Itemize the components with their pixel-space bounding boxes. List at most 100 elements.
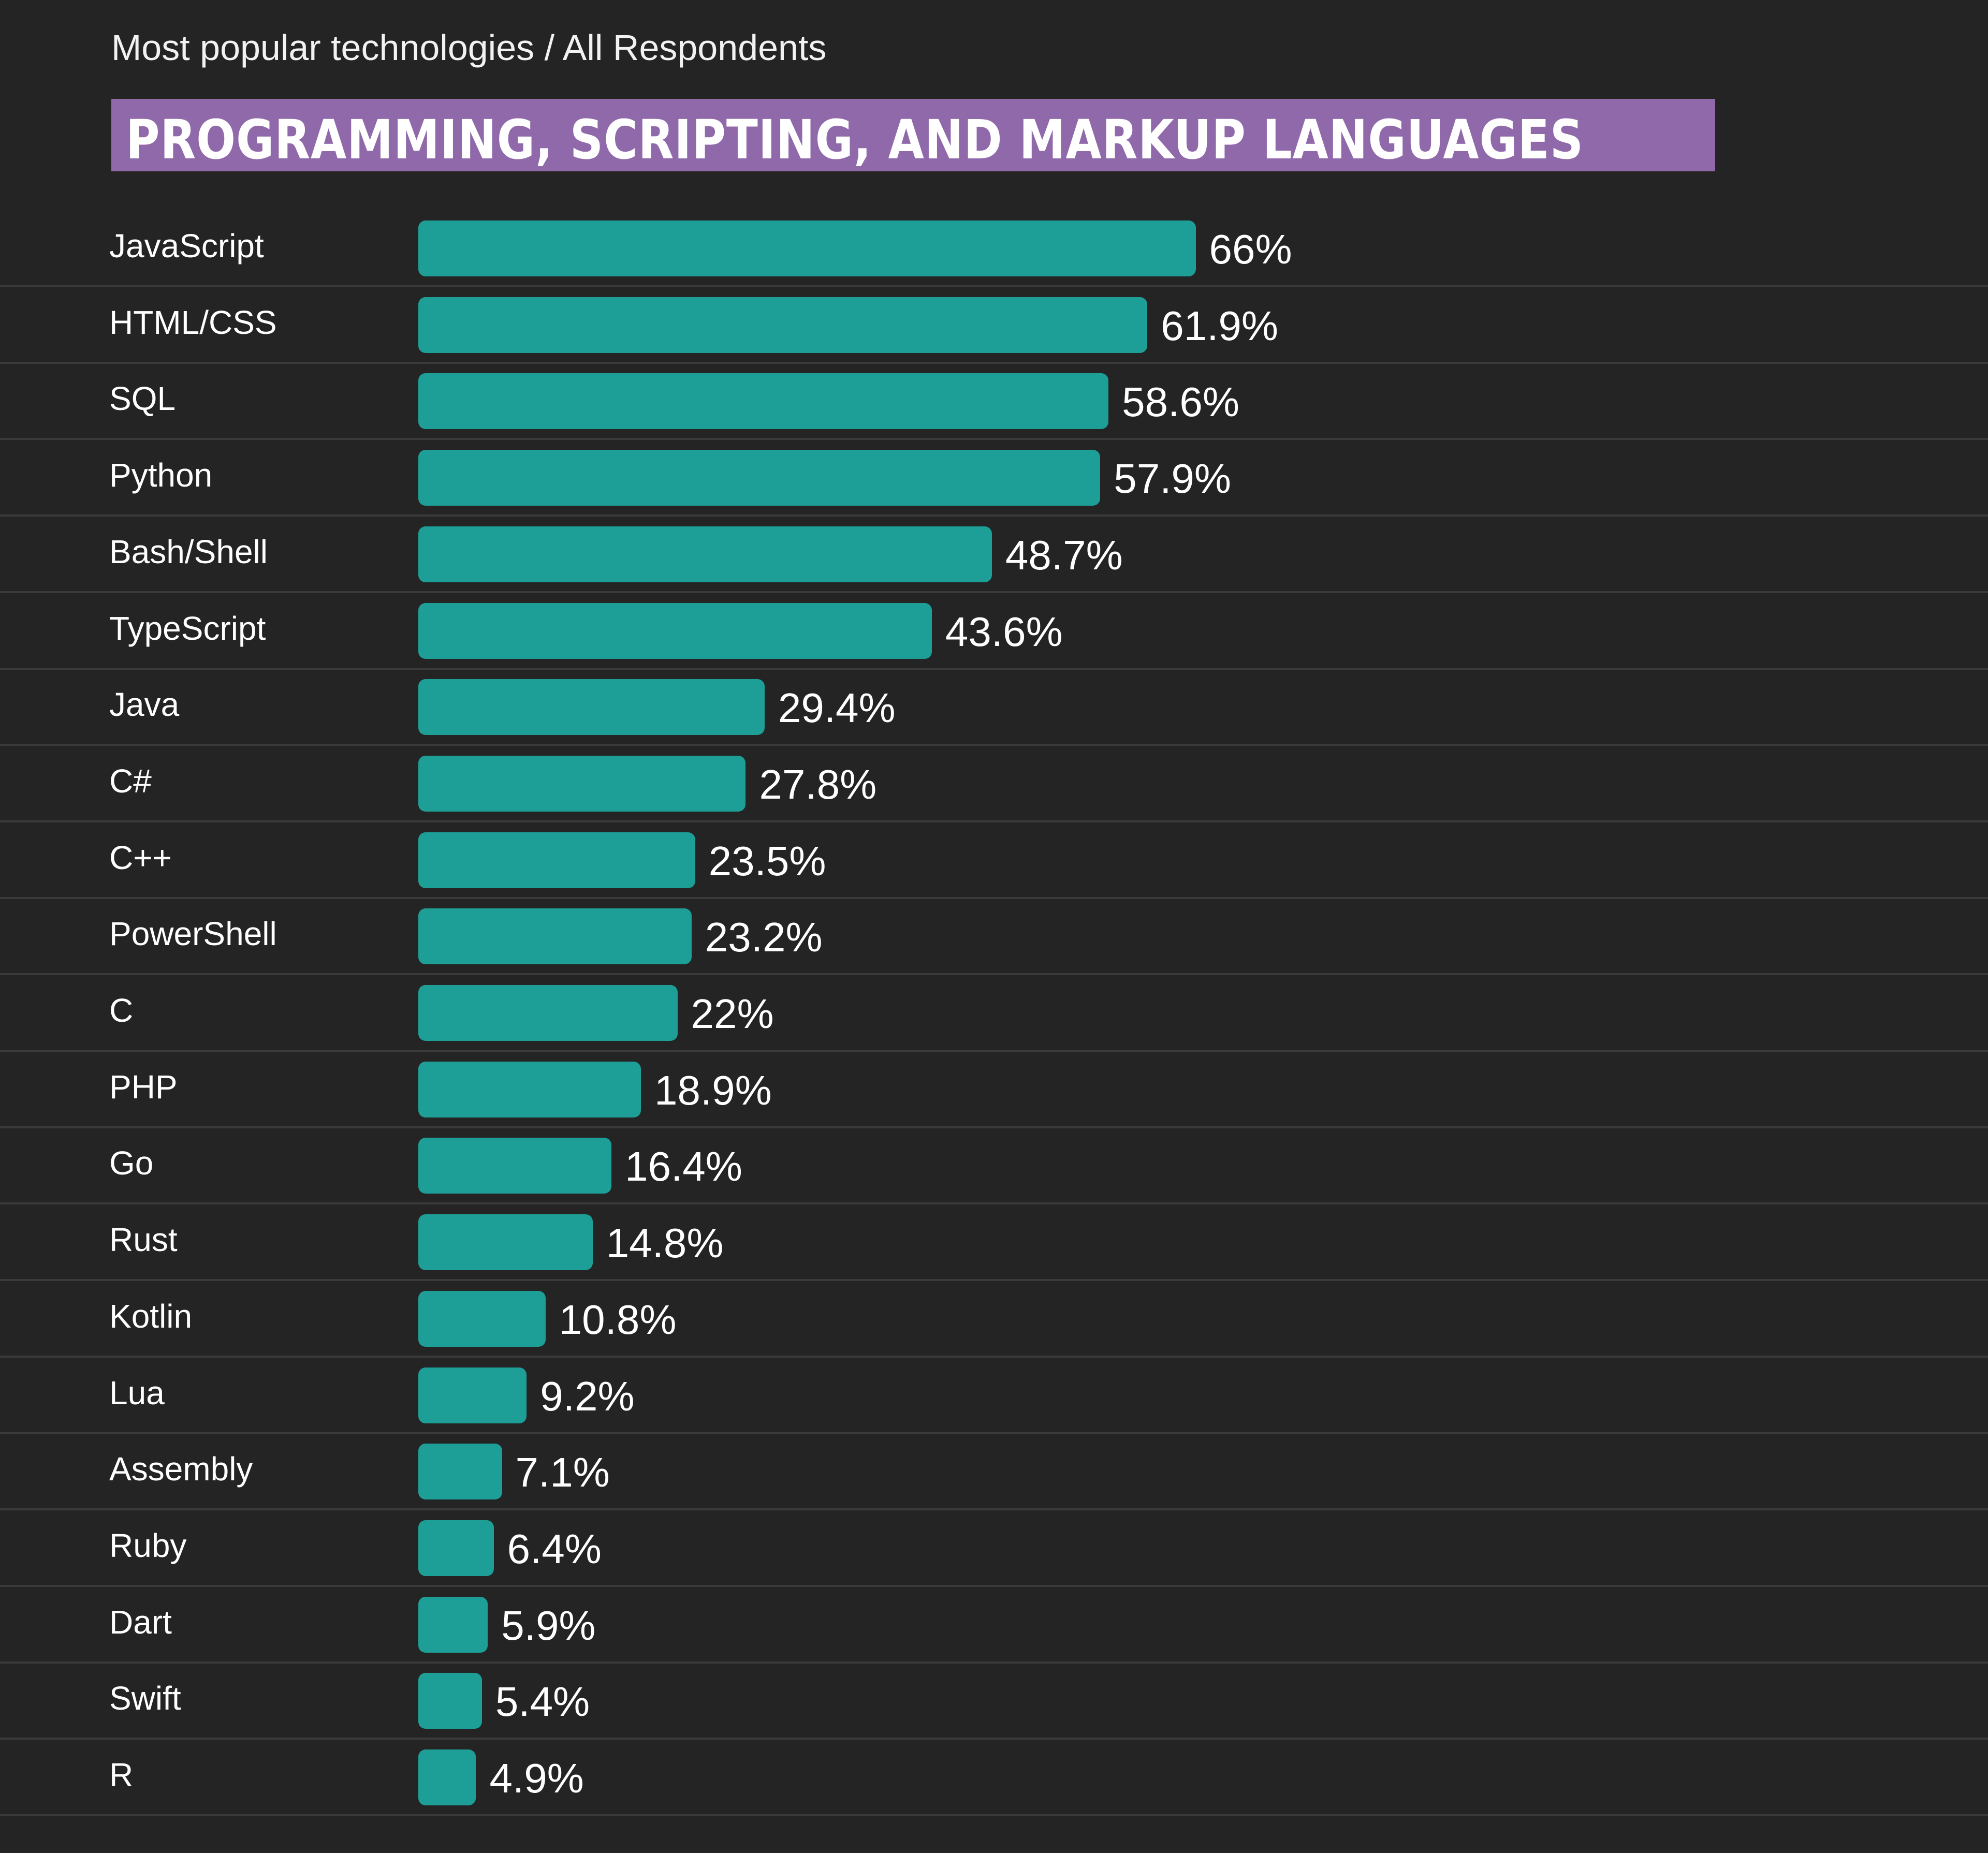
row-divider (0, 1126, 1988, 1128)
row-divider (0, 438, 1988, 440)
bar-row: C 22% (0, 985, 1988, 1062)
row-divider (0, 1814, 1988, 1816)
bar-row: PowerShell 23.2% (0, 908, 1988, 985)
row-divider (0, 591, 1988, 593)
category-label: PowerShell (109, 915, 277, 953)
bar (418, 373, 1109, 430)
bar-row: JavaScript 66% (0, 220, 1988, 297)
category-label: C# (109, 762, 152, 800)
row-divider (0, 820, 1988, 822)
bar (418, 220, 1196, 276)
bar (418, 602, 932, 659)
value-label: 58.6% (1122, 379, 1239, 425)
bar (418, 1444, 502, 1500)
category-label: C++ (109, 839, 172, 876)
category-label: Bash/Shell (109, 533, 268, 570)
bar (418, 526, 992, 582)
value-label: 9.2% (540, 1373, 635, 1419)
bar-row: R 4.9% (0, 1749, 1988, 1826)
value-label: 29.4% (778, 685, 896, 731)
bar-row: Ruby 6.4% (0, 1520, 1988, 1597)
category-label: PHP (109, 1068, 178, 1106)
chart-title-banner: PROGRAMMING, SCRIPTING, AND MARKUP LANGU… (111, 99, 1715, 171)
value-label: 48.7% (1005, 532, 1123, 578)
bar (418, 1520, 494, 1576)
row-divider (0, 514, 1988, 517)
bar-row: Bash/Shell 48.7% (0, 526, 1988, 603)
category-label: Kotlin (109, 1297, 193, 1335)
row-divider (0, 896, 1988, 899)
value-label: 23.5% (708, 837, 826, 884)
row-divider (0, 667, 1988, 670)
bar-row: Rust 14.8% (0, 1214, 1988, 1291)
chart-subtitle: Most popular technologies / All Responde… (111, 27, 827, 68)
value-label: 10.8% (559, 1296, 677, 1343)
row-divider (0, 744, 1988, 746)
category-label: HTML/CSS (109, 303, 277, 341)
category-label: Python (109, 457, 213, 494)
bar-row: Dart 5.9% (0, 1596, 1988, 1673)
row-divider (0, 973, 1988, 976)
bar (418, 1290, 546, 1347)
bar (418, 1596, 488, 1653)
value-label: 6.4% (507, 1525, 602, 1572)
bar-row: Kotlin 10.8% (0, 1290, 1988, 1367)
row-divider (0, 1661, 1988, 1664)
bar (418, 297, 1148, 353)
bar-row: C# 27.8% (0, 755, 1988, 832)
bar (418, 908, 692, 965)
row-divider (0, 1584, 1988, 1587)
row-divider (0, 1432, 1988, 1434)
bar-row: Go 16.4% (0, 1138, 1988, 1214)
row-divider (0, 1202, 1988, 1205)
bar (418, 679, 765, 736)
category-label: Ruby (109, 1526, 187, 1564)
category-label: Dart (109, 1603, 172, 1641)
value-label: 7.1% (515, 1449, 610, 1496)
category-label: Swift (109, 1680, 181, 1717)
value-label: 16.4% (625, 1143, 742, 1190)
bar (418, 1673, 482, 1729)
row-divider (0, 1508, 1988, 1511)
value-label: 27.8% (759, 761, 877, 807)
row-divider (0, 1355, 1988, 1358)
value-label: 57.9% (1114, 455, 1232, 502)
row-divider (0, 1738, 1988, 1740)
category-label: Java (109, 686, 180, 724)
category-label: C (109, 992, 134, 1029)
value-label: 23.2% (705, 914, 823, 961)
row-divider (0, 361, 1988, 364)
value-label: 5.4% (495, 1679, 590, 1725)
category-label: JavaScript (109, 227, 264, 264)
row-divider (0, 285, 1988, 287)
bar (418, 755, 746, 812)
value-label: 4.9% (489, 1755, 584, 1801)
bar (418, 1061, 641, 1117)
bar (418, 1749, 476, 1805)
bar-row: C++ 23.5% (0, 832, 1988, 909)
value-label: 43.6% (945, 608, 1063, 655)
value-label: 14.8% (606, 1220, 724, 1267)
bar-row: Swift 5.4% (0, 1673, 1988, 1749)
row-divider (0, 1279, 1988, 1282)
bar (418, 985, 678, 1041)
row-divider (0, 1050, 1988, 1052)
bar-row: HTML/CSS 61.9% (0, 297, 1988, 374)
value-label: 66% (1209, 226, 1292, 272)
bar (418, 832, 695, 888)
category-label: Rust (109, 1221, 178, 1259)
value-label: 18.9% (654, 1067, 772, 1113)
category-label: SQL (109, 380, 176, 418)
bar-row: TypeScript 43.6% (0, 602, 1988, 680)
bar-row: SQL 58.6% (0, 373, 1988, 450)
bar-row: Assembly 7.1% (0, 1444, 1988, 1520)
value-label: 61.9% (1161, 302, 1279, 349)
bar (418, 1214, 593, 1271)
bar-row: Java 29.4% (0, 679, 1988, 756)
category-label: R (109, 1756, 134, 1793)
chart-title: PROGRAMMING, SCRIPTING, AND MARKUP LANGU… (126, 108, 1584, 171)
bar-row: Lua 9.2% (0, 1367, 1988, 1444)
bar (418, 1367, 527, 1423)
bar-row: PHP 18.9% (0, 1061, 1988, 1138)
category-label: Lua (109, 1374, 165, 1411)
